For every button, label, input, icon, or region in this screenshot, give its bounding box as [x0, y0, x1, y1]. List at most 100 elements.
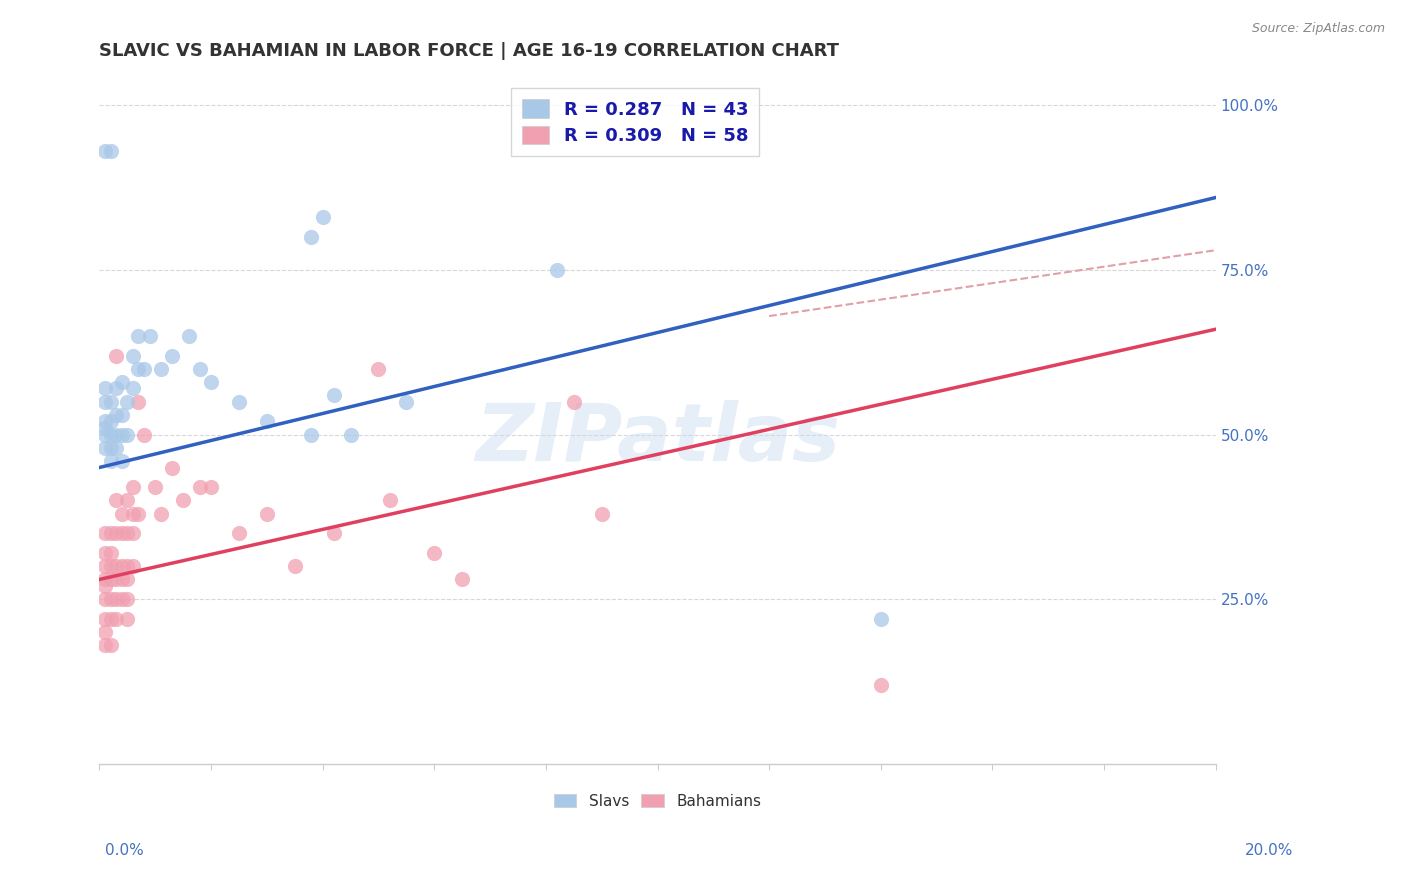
Point: [117, 612, 139, 626]
Point: [94, 625, 117, 640]
Legend: Slavs, Bahamians: Slavs, Bahamians: [547, 788, 768, 815]
Point: [105, 612, 128, 626]
Point: [100, 638, 122, 652]
Point: [117, 526, 139, 541]
Point: [869, 612, 891, 626]
Point: [138, 328, 160, 343]
Point: [117, 592, 139, 607]
Point: [111, 408, 134, 422]
Point: [94, 394, 117, 409]
Point: [117, 493, 139, 508]
Point: [322, 388, 344, 402]
Point: [105, 559, 128, 574]
Point: [94, 579, 117, 593]
Point: [100, 592, 122, 607]
Point: [111, 592, 134, 607]
Point: [100, 546, 122, 560]
Point: [546, 263, 568, 277]
Point: [94, 638, 117, 652]
Point: [591, 507, 613, 521]
Point: [94, 592, 117, 607]
Point: [311, 211, 333, 225]
Point: [228, 526, 250, 541]
Point: [111, 573, 134, 587]
Text: 20.0%: 20.0%: [1246, 843, 1294, 858]
Point: [200, 480, 222, 494]
Point: [117, 559, 139, 574]
Point: [121, 507, 143, 521]
Text: ZIPatlas: ZIPatlas: [475, 400, 839, 478]
Point: [127, 361, 149, 376]
Point: [127, 328, 149, 343]
Point: [105, 382, 128, 396]
Point: [94, 526, 117, 541]
Point: [869, 678, 891, 692]
Point: [228, 394, 250, 409]
Text: Source: ZipAtlas.com: Source: ZipAtlas.com: [1251, 22, 1385, 36]
Point: [160, 460, 183, 475]
Point: [111, 526, 134, 541]
Point: [127, 394, 149, 409]
Point: [200, 375, 222, 389]
Point: [100, 612, 122, 626]
Point: [256, 507, 278, 521]
Point: [100, 414, 122, 428]
Point: [284, 559, 307, 574]
Point: [105, 408, 128, 422]
Point: [105, 592, 128, 607]
Point: [105, 349, 128, 363]
Point: [100, 454, 122, 468]
Point: [451, 573, 474, 587]
Point: [94, 382, 117, 396]
Text: SLAVIC VS BAHAMIAN IN LABOR FORCE | AGE 16-19 CORRELATION CHART: SLAVIC VS BAHAMIAN IN LABOR FORCE | AGE …: [100, 42, 839, 60]
Point: [132, 361, 155, 376]
Point: [100, 427, 122, 442]
Point: [94, 441, 117, 455]
Point: [322, 526, 344, 541]
Point: [105, 427, 128, 442]
Point: [111, 427, 134, 442]
Point: [395, 394, 418, 409]
Point: [94, 546, 117, 560]
Point: [111, 559, 134, 574]
Point: [111, 454, 134, 468]
Point: [100, 573, 122, 587]
Point: [105, 526, 128, 541]
Point: [105, 573, 128, 587]
Point: [127, 507, 149, 521]
Point: [562, 394, 585, 409]
Point: [94, 559, 117, 574]
Point: [149, 361, 172, 376]
Point: [143, 480, 166, 494]
Point: [117, 573, 139, 587]
Point: [100, 559, 122, 574]
Point: [160, 349, 183, 363]
Point: [94, 612, 117, 626]
Point: [117, 427, 139, 442]
Point: [121, 382, 143, 396]
Point: [188, 361, 211, 376]
Point: [105, 441, 128, 455]
Point: [100, 394, 122, 409]
Point: [188, 480, 211, 494]
Point: [256, 414, 278, 428]
Point: [367, 361, 389, 376]
Point: [378, 493, 401, 508]
Point: [121, 526, 143, 541]
Point: [132, 427, 155, 442]
Point: [100, 441, 122, 455]
Point: [94, 427, 117, 442]
Point: [339, 427, 361, 442]
Point: [423, 546, 446, 560]
Point: [111, 507, 134, 521]
Point: [301, 427, 323, 442]
Point: [117, 394, 139, 409]
Point: [149, 507, 172, 521]
Point: [105, 493, 128, 508]
Point: [177, 328, 200, 343]
Point: [121, 480, 143, 494]
Point: [100, 145, 122, 159]
Point: [301, 230, 323, 244]
Point: [94, 573, 117, 587]
Point: [94, 414, 117, 428]
